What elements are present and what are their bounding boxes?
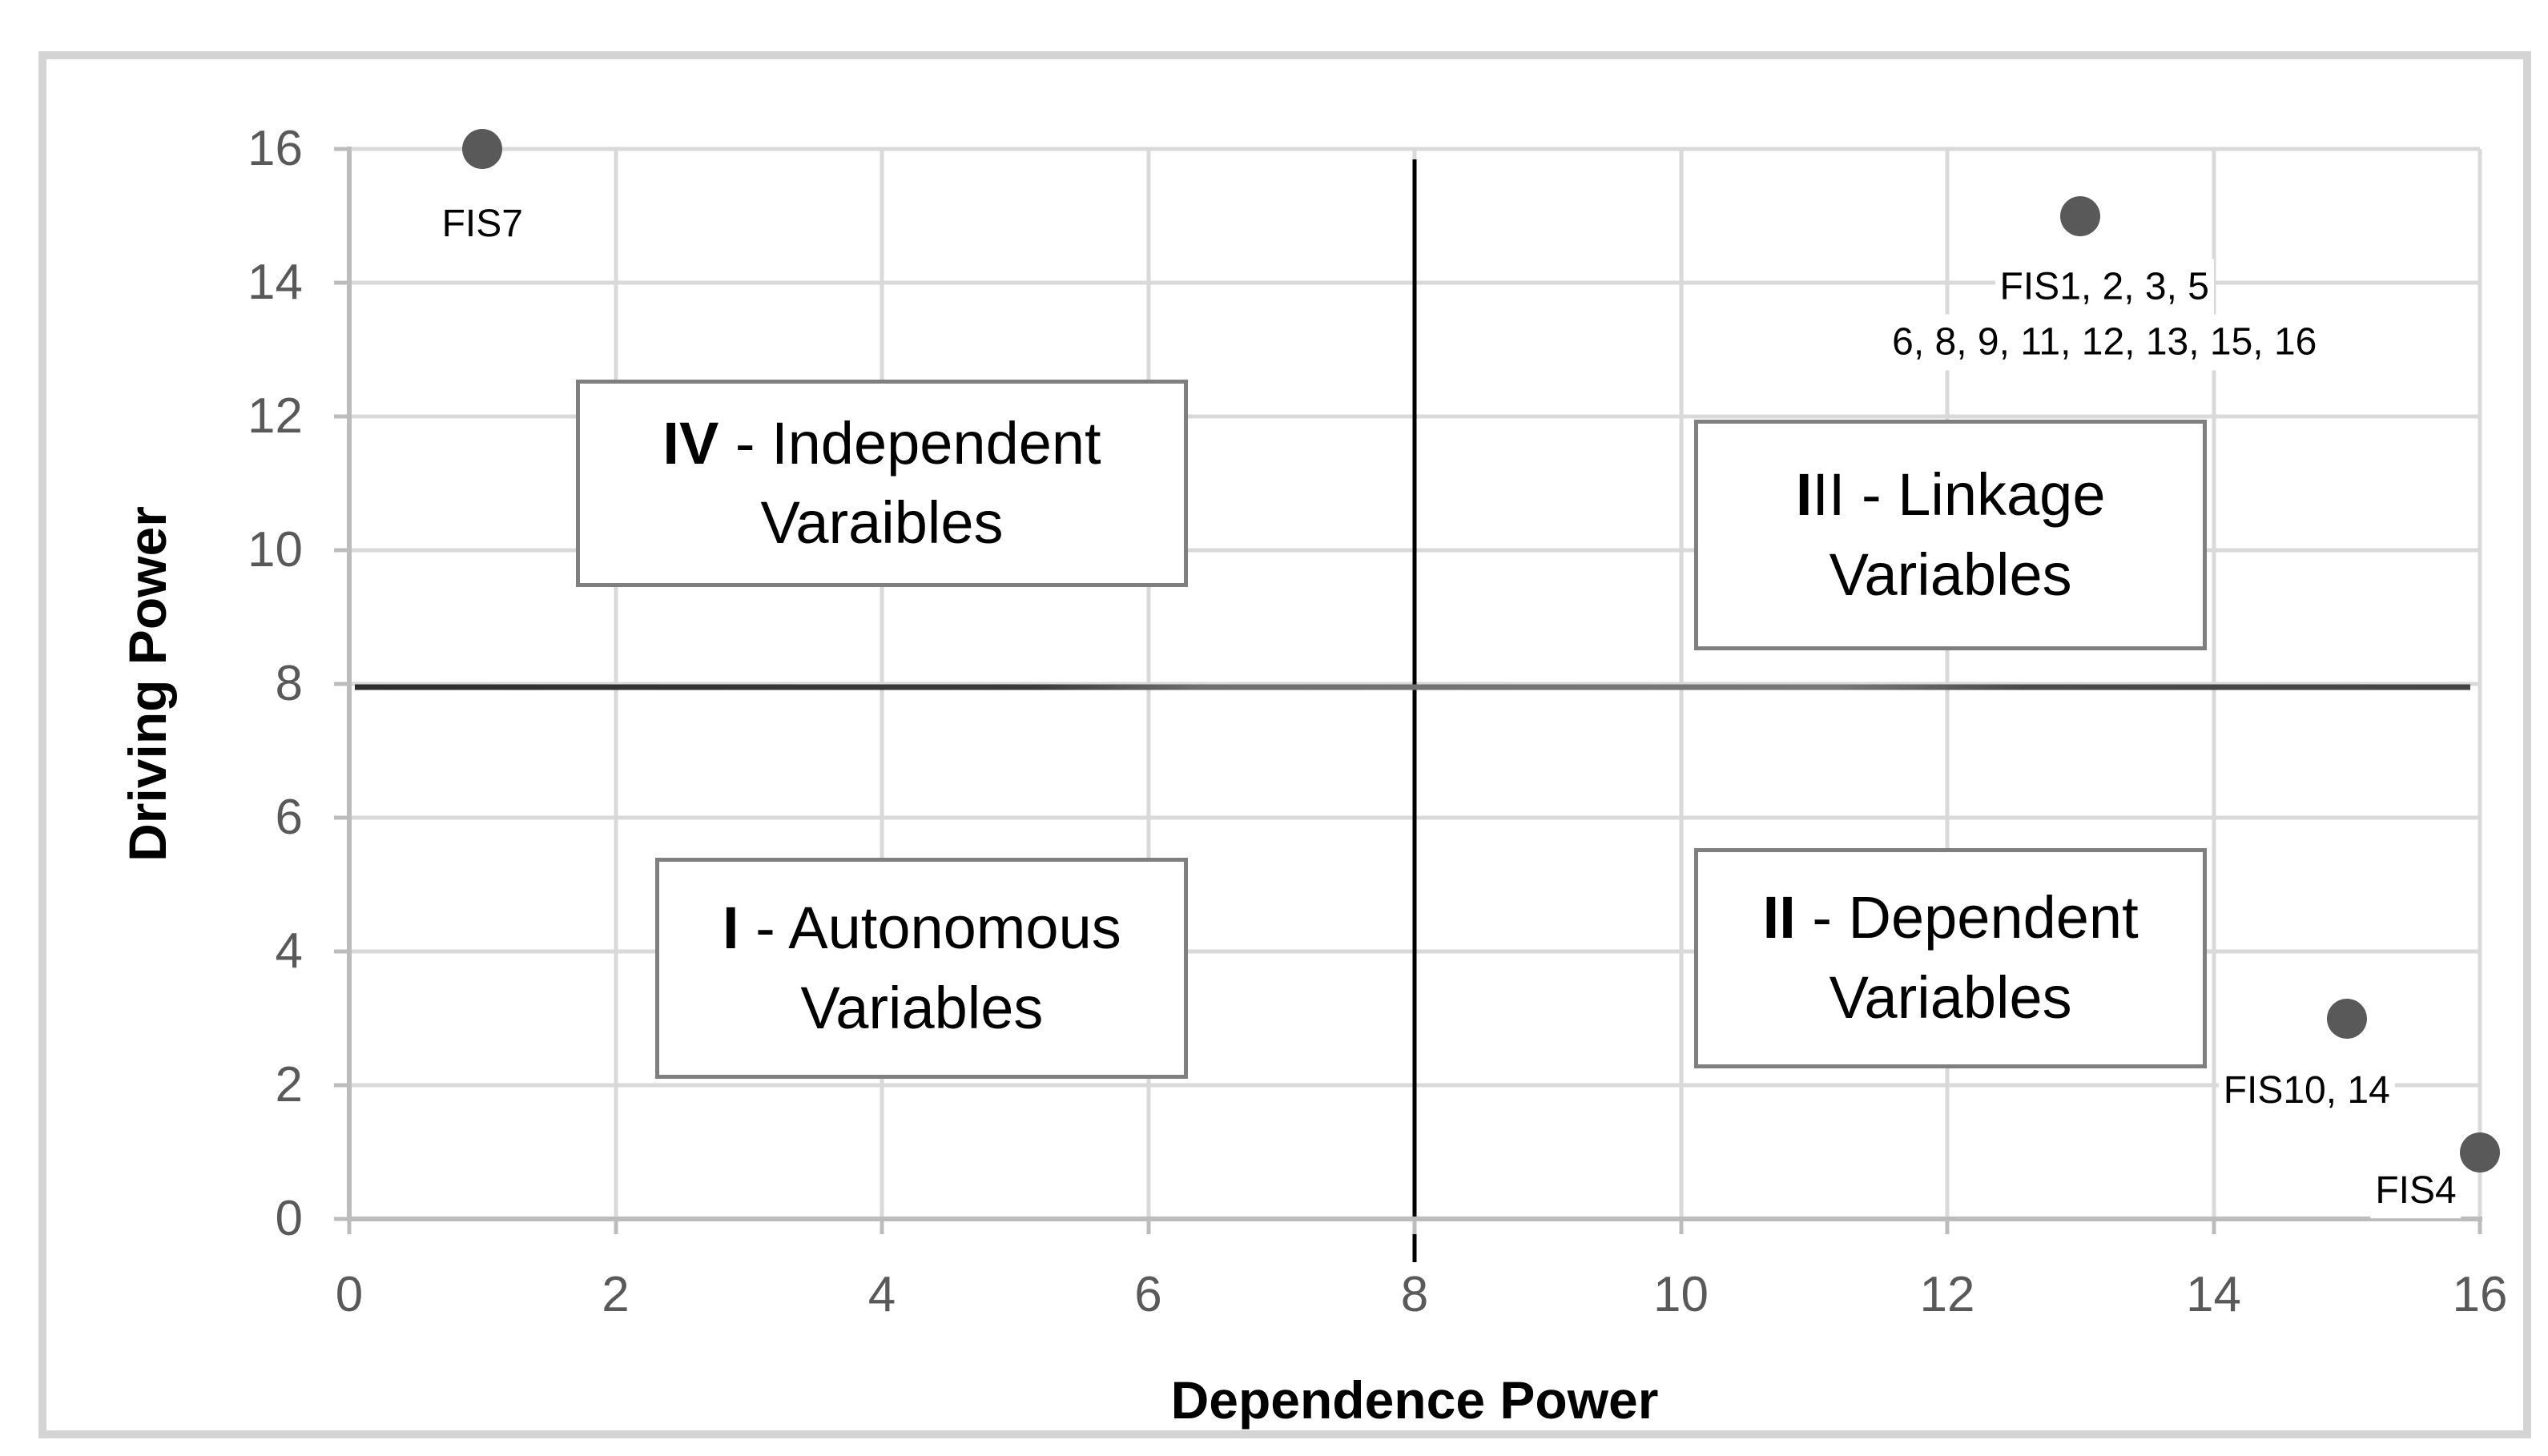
x-gridline xyxy=(2478,149,2482,1219)
x-tick-mark xyxy=(2478,1221,2482,1234)
y-tick-label: 12 xyxy=(248,388,303,444)
y-tick-label: 16 xyxy=(248,121,303,176)
y-tick-label: 4 xyxy=(275,923,303,979)
y-tick-label: 14 xyxy=(248,255,303,310)
y-tick-label: 8 xyxy=(275,656,303,711)
y-tick-label: 6 xyxy=(275,790,303,845)
x-tick-label: 4 xyxy=(867,1267,896,1322)
data-point xyxy=(462,129,503,169)
y-tick-mark xyxy=(334,147,347,151)
x-axis-line xyxy=(347,1217,2482,1221)
y-tick-mark xyxy=(334,1217,347,1221)
x-axis-title: Dependence Power xyxy=(1170,1370,1659,1430)
y-tick-label: 0 xyxy=(275,1191,303,1246)
x-tick-label: 10 xyxy=(1653,1267,1709,1322)
x-tick-mark xyxy=(1146,1221,1150,1234)
point-label: FIS4 xyxy=(2370,1162,2461,1219)
x-tick-label: 14 xyxy=(2186,1267,2241,1322)
y-tick-label: 10 xyxy=(248,522,303,577)
x-tick-mark xyxy=(2212,1221,2216,1234)
data-point xyxy=(2060,195,2101,236)
x-tick-mark xyxy=(1679,1221,1683,1234)
x-tick-label: 2 xyxy=(602,1267,630,1322)
x-tick-label: 16 xyxy=(2452,1267,2508,1322)
quadrant-label: II - Dependent Variables xyxy=(1762,884,2139,1032)
quadrant-divider-vertical xyxy=(1412,159,1417,1262)
y-tick-mark xyxy=(334,1083,347,1088)
x-tick-label: 0 xyxy=(335,1267,364,1322)
data-point xyxy=(2326,998,2367,1039)
x-tick-mark xyxy=(1412,1221,1417,1234)
y-tick-mark xyxy=(334,280,347,285)
x-tick-label: 12 xyxy=(1919,1267,1975,1322)
y-axis-title: Driving Power xyxy=(118,506,177,862)
y-tick-mark xyxy=(334,548,347,553)
x-tick-mark xyxy=(880,1221,884,1234)
point-label-line: FIS1, 2, 3, 5 xyxy=(1995,258,2214,315)
point-label-line: 6, 8, 9, 11, 12, 13, 15, 16 xyxy=(1887,314,2322,371)
x-tick-label: 8 xyxy=(1400,1267,1429,1322)
chart-frame: Dependence Power Driving Power 0 2 4 6 8 10 12… xyxy=(38,51,2531,1438)
y-tick-mark xyxy=(334,815,347,820)
quadrant-label: IV - Independent Varaibles xyxy=(662,409,1101,557)
y-tick-mark xyxy=(334,682,347,686)
x-tick-mark xyxy=(614,1221,618,1234)
quadrant-label: I - Autonomous Variables xyxy=(723,894,1121,1041)
quadrant-label: III - Linkage Variables xyxy=(1795,461,2106,609)
x-tick-mark xyxy=(1945,1221,1950,1234)
point-label: FIS10, 14 xyxy=(2218,1062,2395,1119)
quadrant-box: II - Dependent Variables xyxy=(1694,847,2208,1069)
y-tick-label: 2 xyxy=(275,1057,303,1112)
quadrant-box: I - Autonomous Variables xyxy=(655,858,1189,1079)
quadrant-box: IV - Independent Varaibles xyxy=(575,380,1189,587)
point-label: FIS7 xyxy=(437,196,528,252)
y-gridline xyxy=(349,147,2480,151)
point-label: FIS1, 2, 3, 5 6, 8, 9, 11, 12, 13, 15, 16 xyxy=(1887,258,2322,371)
quadrant-divider-horizontal xyxy=(355,684,2470,690)
y-axis-line xyxy=(347,147,352,1221)
data-point xyxy=(2460,1132,2500,1172)
quadrant-box: III - Linkage Variables xyxy=(1694,420,2208,651)
y-tick-mark xyxy=(334,949,347,954)
plot-area: Dependence Power Driving Power 0 2 4 6 8 10 12… xyxy=(118,124,2507,1430)
point-label-line: FIS10, 14 xyxy=(2218,1062,2395,1119)
point-label-line: FIS7 xyxy=(437,196,528,252)
point-label-line: FIS4 xyxy=(2370,1162,2461,1219)
x-tick-mark xyxy=(347,1221,352,1234)
y-tick-mark xyxy=(334,414,347,419)
x-tick-label: 6 xyxy=(1134,1267,1162,1322)
